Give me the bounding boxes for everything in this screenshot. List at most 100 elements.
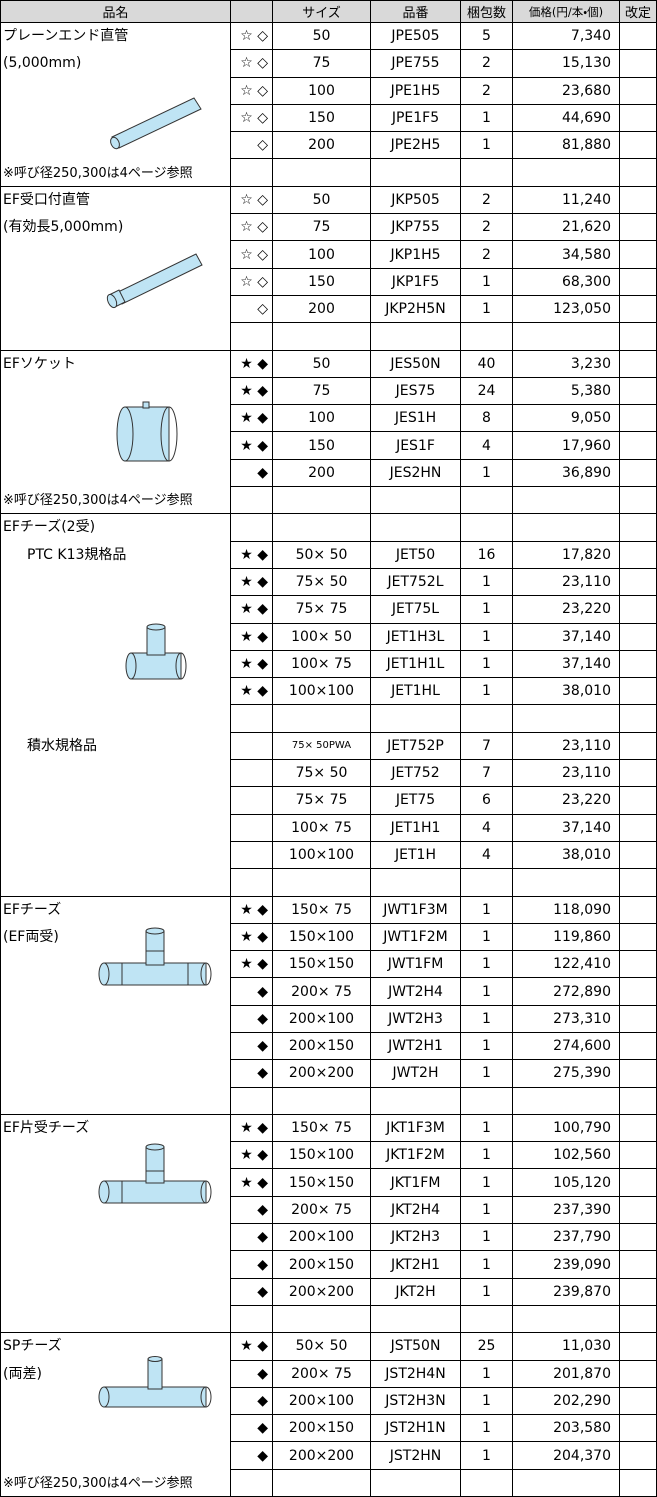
code-cell: JPE755 — [370, 49, 461, 78]
table-row: ◆ 200×100 JST2H3N 1 202,290 — [1, 1386, 657, 1416]
qty-cell: 1 — [460, 1223, 513, 1252]
code-cell: JPE2H5 — [370, 131, 461, 160]
header-cell: 梱包数 — [460, 0, 513, 23]
price-cell: 122,410 — [512, 950, 620, 979]
code-cell: JWT2H4 — [370, 977, 461, 1006]
size-cell: 75× 75 — [272, 786, 371, 815]
empty-cell — [370, 486, 461, 515]
size-cell: 200× 75 — [272, 1195, 371, 1225]
empty-cell — [230, 704, 273, 733]
empty-cell — [272, 158, 371, 187]
price-cell: 11,030 — [512, 1332, 620, 1361]
price-cell: 274,600 — [512, 1031, 620, 1061]
empty-cell — [230, 513, 273, 542]
empty-cell — [272, 513, 371, 542]
empty-cell — [272, 1468, 371, 1497]
mark-cell: ☆ ◇ — [230, 76, 273, 105]
price-cell: 239,090 — [512, 1250, 620, 1279]
qty-cell: 1 — [460, 950, 513, 979]
name-text: SPチーズ — [3, 1338, 62, 1355]
empty-cell — [370, 1468, 461, 1497]
price-cell: 36,890 — [512, 458, 620, 488]
code-cell: JST50N — [370, 1332, 461, 1361]
price-cell: 7,340 — [512, 21, 620, 51]
qty-cell: 4 — [460, 813, 513, 842]
name-text: (EF両受) — [3, 928, 59, 945]
name-cell: EFソケット ※呼び径250,300は4ページ参照 — [0, 349, 231, 515]
name-cell: EF受口付直管 (有効長5,000mm) — [0, 185, 231, 351]
code-cell: JST2HN — [370, 1441, 461, 1470]
revision-cell — [619, 240, 657, 269]
revision-cell — [619, 1441, 657, 1470]
price-cell: 11,240 — [512, 185, 620, 215]
name-cell: EFチーズ(2受) PTC K13規格品 積水規格品 — [0, 513, 231, 897]
qty-cell: 4 — [460, 431, 513, 460]
empty-cell — [272, 1086, 371, 1115]
name-text: EFソケット — [3, 355, 76, 372]
size-cell: 200 — [272, 294, 371, 324]
code-cell: JES75 — [370, 376, 461, 406]
revision-cell — [619, 131, 657, 160]
empty-cell — [460, 322, 513, 351]
qty-cell: 6 — [460, 786, 513, 815]
size-cell: 50 — [272, 185, 371, 215]
table-row — [1, 1086, 657, 1115]
code-cell: JPE1H5 — [370, 76, 461, 105]
empty-cell — [370, 1304, 461, 1334]
revision-cell — [619, 267, 657, 296]
price-cell: 201,870 — [512, 1359, 620, 1388]
qty-cell: 1 — [460, 1113, 513, 1143]
revision-cell — [619, 1113, 657, 1143]
qty-cell: 7 — [460, 759, 513, 788]
qty-cell: 1 — [460, 131, 513, 160]
mark-cell: ★ ◆ — [230, 677, 273, 706]
price-cell: 44,690 — [512, 103, 620, 133]
table-row: ★ ◆ 150 JES1F 4 17,960 — [1, 431, 657, 460]
size-cell: 150×150 — [272, 950, 371, 979]
table-row — [1, 1468, 657, 1497]
empty-cell — [512, 158, 620, 187]
qty-cell: 1 — [460, 267, 513, 296]
empty-cell — [512, 322, 620, 351]
mark-cell: ★ ◆ — [230, 540, 273, 569]
revision-cell — [619, 1004, 657, 1033]
code-cell: JKT1FM — [370, 1168, 461, 1197]
table-row: ◆ 200× 75 JKT2H4 1 237,390 — [1, 1195, 657, 1225]
revision-cell — [619, 813, 657, 842]
name-text: 積水規格品 — [27, 737, 97, 754]
revision-cell — [619, 376, 657, 406]
price-cell: 38,010 — [512, 840, 620, 870]
name-text: EF片受チーズ — [3, 1119, 90, 1136]
qty-cell: 1 — [460, 1031, 513, 1061]
revision-cell — [619, 922, 657, 952]
qty-cell: 1 — [460, 649, 513, 679]
table-row: 75× 50 JET752 7 23,110 — [1, 759, 657, 788]
mark-cell: ◆ — [230, 1250, 273, 1279]
revision-cell — [619, 649, 657, 679]
empty-cell — [619, 1304, 657, 1334]
code-cell: JET752L — [370, 567, 461, 597]
qty-cell: 1 — [460, 622, 513, 651]
size-cell: 50× 50 — [272, 1332, 371, 1361]
revision-cell — [619, 49, 657, 78]
size-cell: 200×100 — [272, 1004, 371, 1033]
price-cell: 273,310 — [512, 1004, 620, 1033]
size-cell: 100 — [272, 76, 371, 105]
size-cell: 150 — [272, 431, 371, 460]
empty-cell — [230, 486, 273, 515]
size-cell: 200 — [272, 131, 371, 160]
table-row: EFソケット ※呼び径250,300は4ページ参照 ★ ◆ 50 JES50N 40 3,2… — [0, 349, 657, 515]
revision-cell — [619, 1250, 657, 1279]
code-cell: JPE505 — [370, 21, 461, 51]
qty-cell: 1 — [460, 1250, 513, 1279]
empty-cell — [512, 1304, 620, 1334]
code-cell: JWT2H — [370, 1059, 461, 1088]
size-cell: 150 — [272, 103, 371, 133]
code-cell: JET1HL — [370, 677, 461, 706]
qty-cell: 1 — [460, 1059, 513, 1088]
qty-cell: 40 — [460, 349, 513, 378]
name-text: EFチーズ(2受) — [3, 519, 96, 536]
empty-cell — [619, 1086, 657, 1115]
code-cell: JWT1FM — [370, 950, 461, 979]
revision-cell — [619, 731, 657, 761]
